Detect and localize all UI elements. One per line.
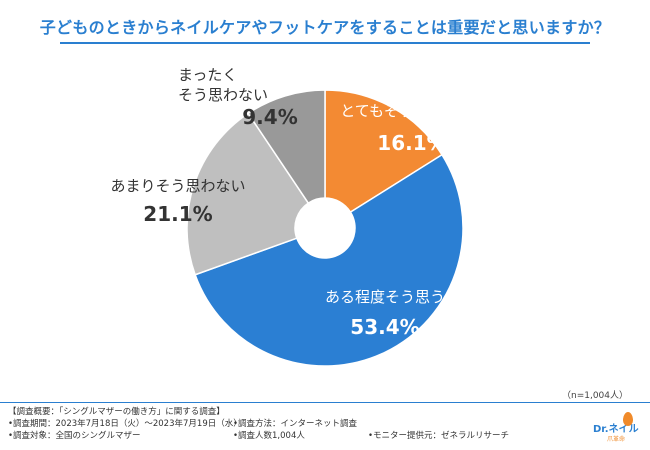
slice-label-somewhat-disagree: あまりそう思わない <box>110 177 245 195</box>
drop-icon <box>623 412 633 426</box>
slice-label-very-agree: とてもそう思う <box>340 102 444 120</box>
slice-strongly-disagree <box>247 89 326 205</box>
slice-somewhat-disagree <box>186 112 310 276</box>
slice-label-somewhat-agree: ある程度そう思う <box>325 288 445 306</box>
brand-logo: Dr.ネイル 爪革命 <box>593 412 643 444</box>
slice-value-very-agree: 16.1% <box>377 131 446 155</box>
slice-somewhat-agree <box>194 153 464 367</box>
slice-value-strongly-disagree: 9.4% <box>242 105 297 129</box>
survey-overview: 【調査概要：「シングルマザーの働き方」に関する調査】 <box>8 407 225 417</box>
survey-count: •調査人数1,004人 <box>233 431 305 441</box>
page-title: 子どものときからネイルケアやフットケアをすることは重要だと思いますか？ <box>39 18 611 37</box>
survey-provider: •モニター提供元：ゼネラルリサーチ <box>368 431 510 441</box>
survey-method: •調査方法：インターネット調査 <box>233 419 358 429</box>
title-underline <box>60 42 590 44</box>
slice-value-somewhat-disagree: 21.1% <box>143 202 212 226</box>
sample-size-note: （n=1,004人） <box>561 391 628 401</box>
survey-target: •調査対象：全国のシングルマザー <box>8 431 141 441</box>
slice-very-agree <box>324 89 444 214</box>
slice-value-somewhat-agree: 53.4% <box>350 315 419 339</box>
survey-period: •調査期間：2023年7月18日（火）〜2023年7月19日（水） <box>8 419 242 429</box>
logo-text: Dr.ネイル <box>593 424 639 435</box>
logo-subtext: 爪革命 <box>607 436 626 443</box>
slice-label-strongly-disagree: まったくそう思わない <box>178 66 268 104</box>
footer-divider <box>0 402 650 403</box>
